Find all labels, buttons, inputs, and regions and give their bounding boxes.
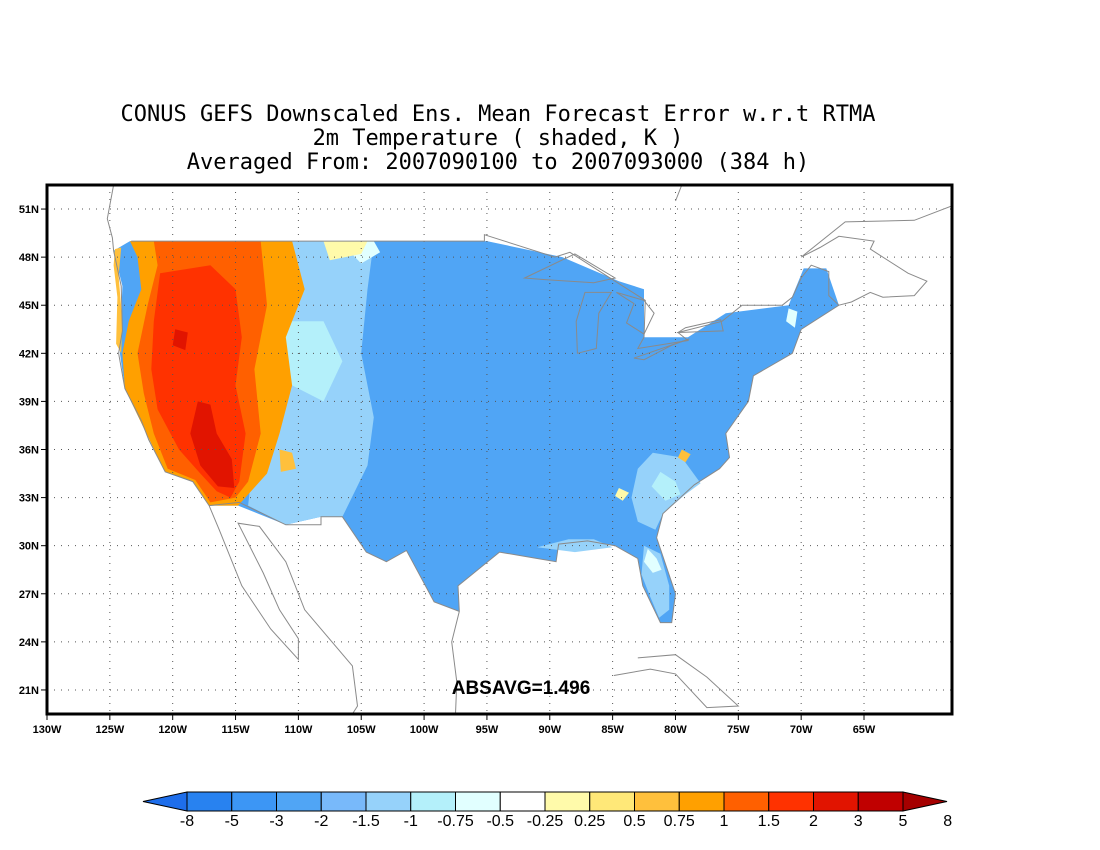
colorbar-segment: [320, 791, 367, 812]
colorbar-label: -1: [404, 813, 418, 830]
field-region-17: [172, 329, 188, 351]
colorbar-segment: [231, 791, 277, 812]
colorbar-segment: [142, 791, 188, 812]
colorbar-label: 1: [720, 813, 729, 830]
national-border-0: [131, 234, 840, 350]
field-region-8: [644, 548, 662, 573]
colorbar: -8 -5 -3 -2 -1.5 -1 -0.75 -0.5 -0.25 0.25 0.5 0.75 1…: [142, 791, 952, 830]
chart-title-line-1: CONUS GEFS Downscaled Ens. Mean Forecast…: [120, 102, 876, 127]
colorbar-segment: [678, 791, 725, 812]
colorbar-label: -5: [225, 813, 239, 830]
lon-tick-label: 120W: [158, 724, 187, 736]
field-region-19: [786, 308, 798, 328]
colorbar-label: 1.5: [758, 813, 780, 830]
field-region-18: [113, 247, 123, 354]
lon-tick-label: 80W: [664, 724, 687, 736]
colorbar-label: 0.5: [623, 813, 645, 830]
colorbar-label: -0.75: [437, 813, 474, 830]
great-lake-4: [676, 319, 724, 334]
lon-tick-label: 90W: [538, 724, 561, 736]
field-region-6: [651, 471, 681, 501]
great-lake-3: [633, 338, 690, 361]
colorbar-label: -0.5: [486, 813, 514, 830]
lon-tick-label: 110W: [284, 724, 313, 736]
colorbar-segment: [813, 791, 859, 812]
colorbar-label: 0.75: [664, 813, 695, 830]
colorbar-segment: [723, 791, 770, 812]
colorbar-segment: [634, 791, 680, 812]
lat-tick-label: 36N: [19, 445, 39, 457]
chart-title-line-2: 2m Temperature ( shaded, K ): [312, 126, 684, 151]
colorbar-label: 2: [809, 813, 818, 830]
lat-tick-label: 30N: [19, 541, 39, 553]
field-region-16: [190, 401, 235, 488]
lon-tick-label: 85W: [601, 724, 624, 736]
lon-tick-label: 100W: [410, 724, 439, 736]
colorbar-segment: [902, 791, 948, 812]
colorbar-segment: [455, 791, 501, 812]
colorbar-label: -1.5: [352, 813, 380, 830]
lat-tick-label: 45N: [19, 300, 39, 312]
great-lake-1: [575, 291, 613, 354]
coastline-east: [451, 205, 952, 714]
field-region-9: [323, 241, 368, 261]
lat-tick-label: 24N: [19, 637, 39, 649]
lat-tick-label: 21N: [19, 685, 39, 697]
field-region-10: [615, 488, 629, 501]
island-outline-1: [675, 185, 683, 202]
colorbar-segment: [589, 791, 635, 812]
colorbar-label: 3: [854, 813, 863, 830]
colorbar-label: 0.25: [574, 813, 605, 830]
colorbar-segment: [499, 791, 546, 812]
great-lake-0: [522, 253, 617, 284]
lon-tick-label: 130W: [33, 724, 62, 736]
field-region-4: [537, 539, 613, 553]
lon-tick-label: 125W: [95, 724, 124, 736]
colorbar-label: 5: [899, 813, 908, 830]
lon-tick-label: 95W: [476, 724, 499, 736]
coastlines: [106, 185, 952, 714]
lat-tick-label: 39N: [19, 396, 39, 408]
colorbar-segment: [186, 791, 233, 812]
field-region-11: [279, 449, 296, 472]
field-region-12: [678, 449, 691, 463]
lat-tick-label: 33N: [19, 493, 39, 505]
coastline-west: [106, 185, 359, 714]
lon-tick-label: 70W: [790, 724, 813, 736]
colorbar-segment: [857, 791, 904, 812]
lon-tick-label: 65W: [853, 724, 876, 736]
axis-ticks: 130W 125W 120W 115W 110W 105W 100W 95W 90W 85W 80W…: [19, 204, 876, 736]
lon-tick-label: 105W: [347, 724, 376, 736]
field-region-5: [279, 321, 343, 402]
colorbar-label: -8: [180, 813, 194, 830]
colorbar-segment: [365, 791, 412, 812]
field-region-15: [151, 265, 246, 498]
colorbar-label: -2: [314, 813, 328, 830]
colorbar-label: -0.25: [527, 813, 564, 830]
lat-tick-label: 42N: [19, 348, 39, 360]
chart-title-line-3: Averaged From: 2007090100 to 2007093000 …: [186, 150, 810, 175]
colorbar-segment: [544, 791, 591, 812]
island-outline-0: [613, 654, 740, 709]
lon-tick-label: 115W: [221, 724, 250, 736]
colorbar-segment: [276, 791, 322, 812]
absavg-annotation: ABSAVG=1.496: [452, 678, 591, 699]
national-border-1: [209, 501, 460, 612]
temperature-error-field: [113, 241, 839, 623]
lat-tick-label: 27N: [19, 589, 39, 601]
lat-tick-label: 51N: [19, 204, 39, 216]
colorbar-label: -3: [269, 813, 283, 830]
lon-tick-label: 75W: [727, 724, 750, 736]
colorbar-segment: [410, 791, 456, 812]
colorbar-segment: [768, 791, 814, 812]
colorbar-label: 8: [943, 813, 952, 830]
lat-tick-label: 48N: [19, 252, 39, 264]
